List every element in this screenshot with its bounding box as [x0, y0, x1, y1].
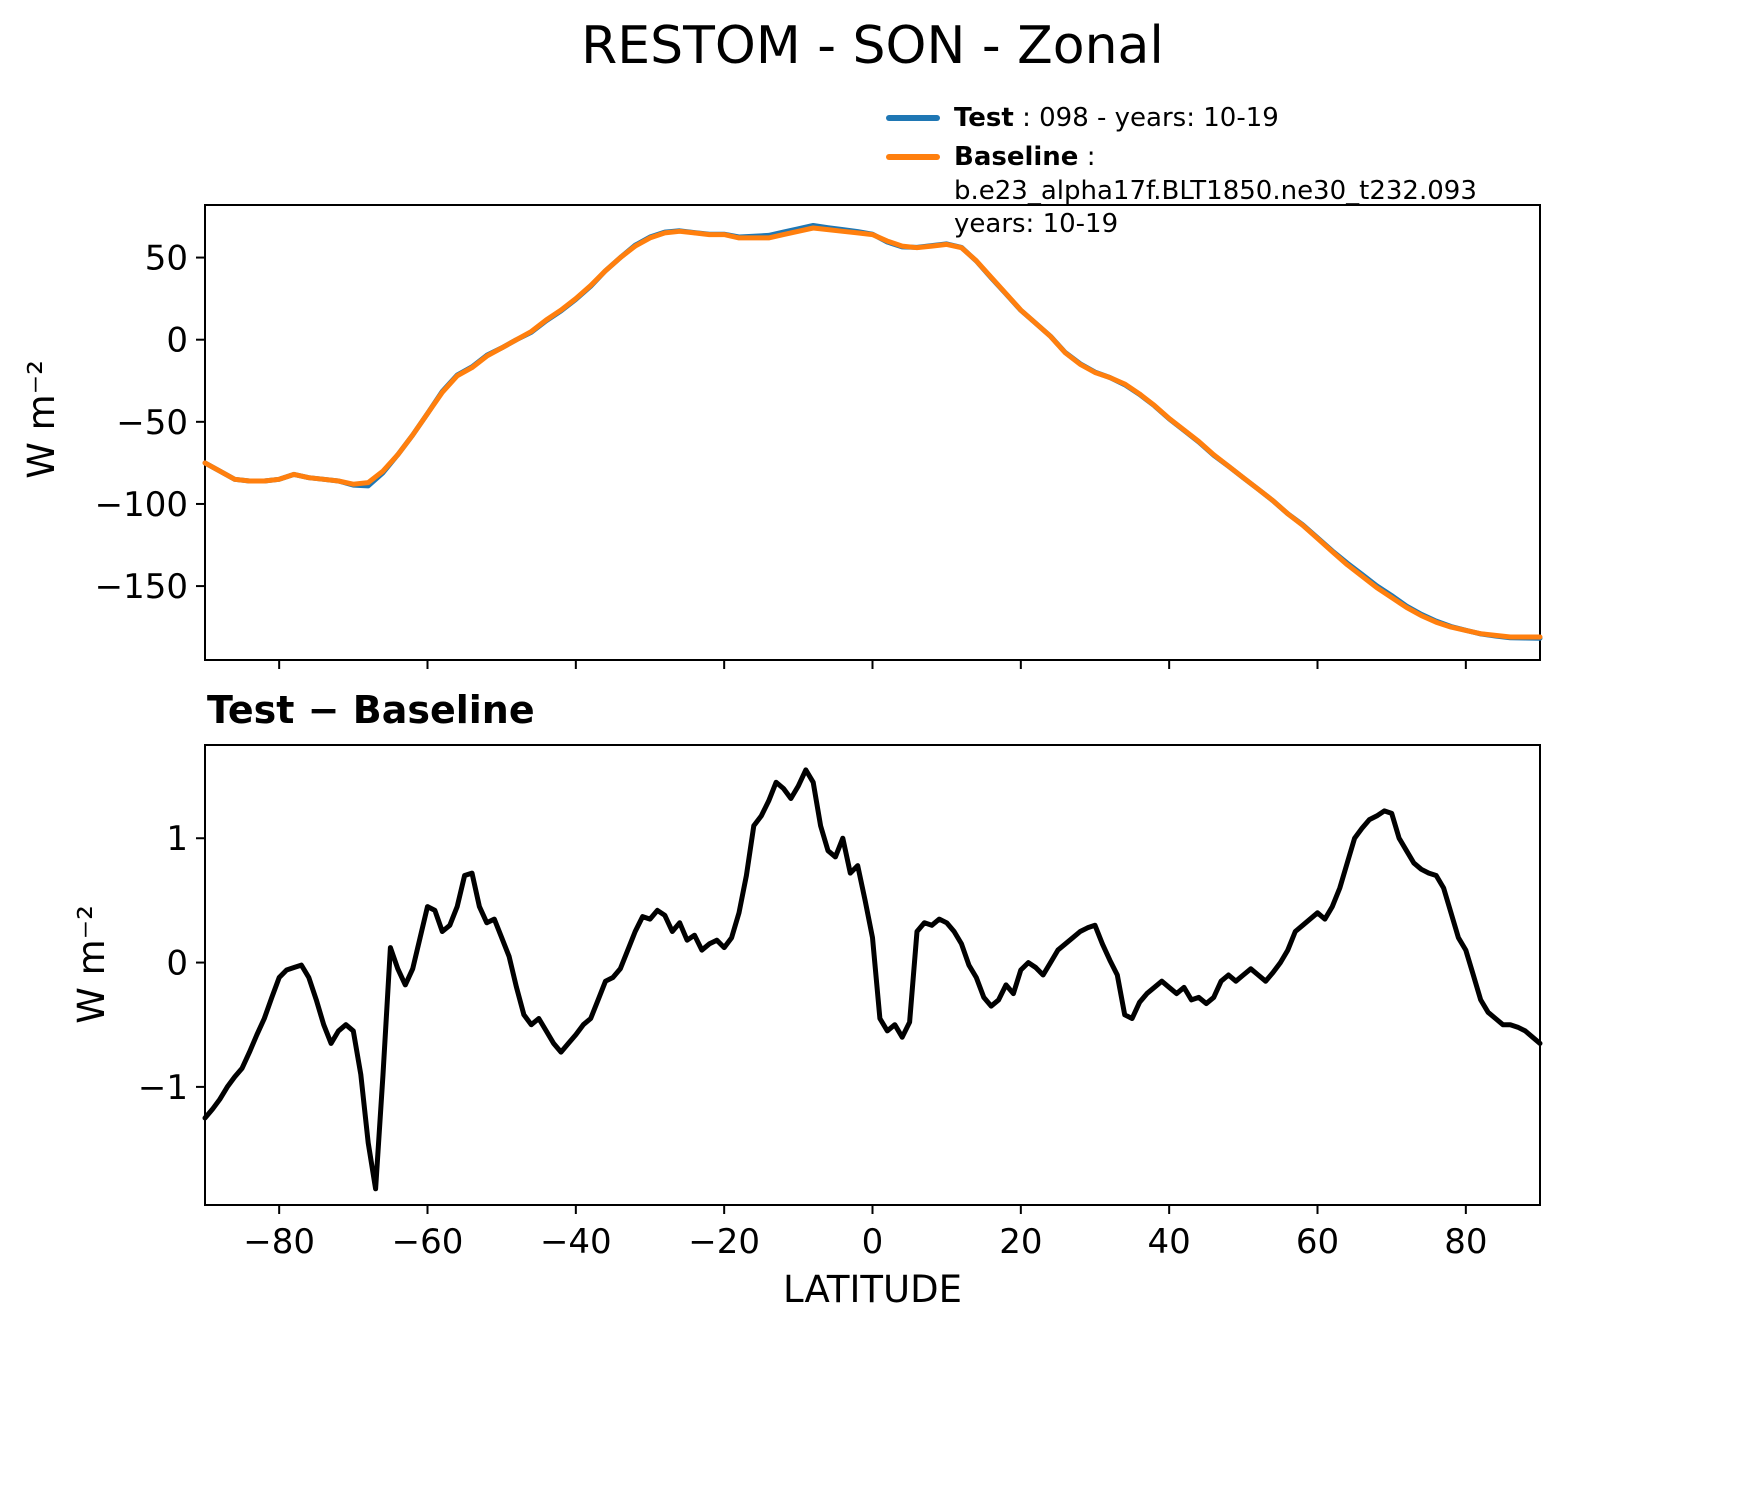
legend-baseline-desc: : b.e23_alpha17f.BLT1850.ne30_t232.093: [954, 141, 1477, 206]
x-tick-label: −80: [243, 1222, 315, 1262]
x-tick-label: 60: [1296, 1222, 1339, 1262]
legend: Test : 098 - years: 10-19 Baseline : b.e…: [886, 102, 1554, 247]
legend-baseline-label: Baseline: [954, 141, 1079, 172]
legend-item-baseline: Baseline : b.e23_alpha17f.BLT1850.ne30_t…: [886, 141, 1554, 242]
y-tick-label: 0: [166, 944, 188, 984]
x-tick-label: −60: [392, 1222, 464, 1262]
legend-baseline-years: years: 10-19: [954, 209, 1119, 240]
series-line-test-minus-baseline: [202, 767, 1543, 1192]
plot-box: [204, 744, 1541, 1206]
baseline-line-swatch: [886, 153, 940, 160]
x-tick-label: −40: [540, 1222, 612, 1262]
plot-box: [204, 204, 1541, 661]
x-tick-label: 0: [862, 1222, 884, 1262]
y-tick-label: −150: [95, 567, 188, 607]
y-tick-label: 1: [166, 819, 188, 859]
series-line-test: [202, 223, 1543, 641]
x-tick-label: 80: [1444, 1222, 1487, 1262]
y-tick-label: 50: [145, 239, 188, 279]
y-tick-label: −1: [138, 1068, 188, 1108]
x-tick-label: 20: [999, 1222, 1042, 1262]
test-line-swatch: [886, 115, 940, 121]
legend-test-label: Test: [954, 103, 1014, 133]
x-tick-label: −20: [688, 1222, 760, 1262]
legend-test-desc: : 098 - years: 10-19: [1013, 103, 1279, 133]
legend-item-test: Test : 098 - years: 10-19: [886, 102, 1554, 136]
y-tick-label: −50: [116, 403, 188, 443]
x-axis-label: LATITUDE: [783, 1268, 962, 1311]
series-line-baseline: [202, 225, 1543, 640]
diff-plot-title: Test − Baseline: [207, 688, 535, 732]
figure-title: RESTOM - SON - Zonal: [581, 16, 1164, 76]
y-tick-label: −100: [95, 485, 188, 525]
x-tick-label: 40: [1148, 1222, 1191, 1262]
top-plot: 50 0 −50 −100 −150: [95, 204, 1543, 669]
bottom-y-axis-label: W m⁻²: [70, 905, 113, 1024]
top-y-axis-label: W m⁻²: [20, 360, 63, 479]
bottom-plot: −80 −60 −40 −20 0 20 40 60 80 1 0 −1: [138, 744, 1543, 1262]
y-tick-label: 0: [166, 321, 188, 361]
